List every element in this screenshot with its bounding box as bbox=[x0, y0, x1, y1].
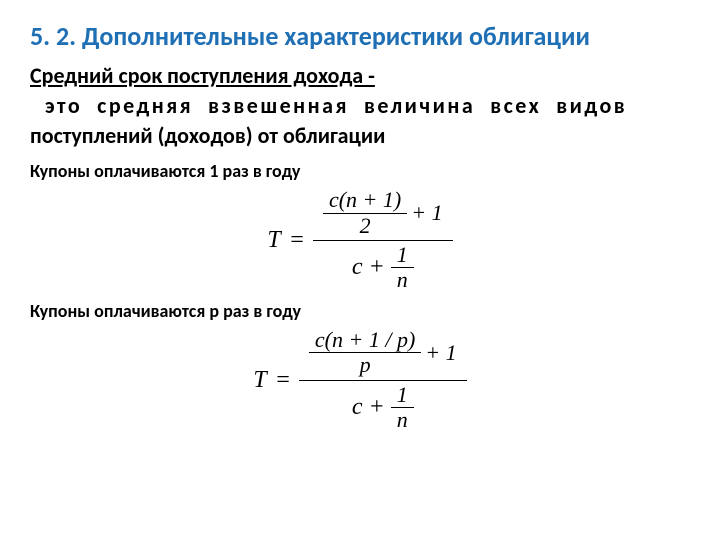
big-fraction: c(n + 1) 2 + 1 c + 1 n bbox=[313, 186, 453, 294]
big-fraction: c(n + 1 / p) p + 1 c + 1 n bbox=[299, 326, 467, 434]
plus-one: + 1 bbox=[411, 200, 442, 226]
coupon-note-2: Купоны оплачиваются р раз в году bbox=[30, 300, 690, 322]
inner-fraction-num: c(n + 1) 2 bbox=[323, 188, 407, 237]
def-word: видов bbox=[556, 92, 627, 119]
formula-lhs: T bbox=[253, 367, 266, 394]
term-heading: Средний срок поступления дохода - bbox=[30, 62, 690, 89]
frac-denominator: 2 bbox=[354, 214, 377, 238]
inner-fraction-num: c(n + 1 / p) p bbox=[309, 328, 421, 377]
plus-one: + 1 bbox=[425, 340, 456, 366]
frac-numerator: c(n + 1) bbox=[323, 188, 407, 212]
formula-eq: = bbox=[275, 367, 291, 394]
section-title: 5. 2. Дополнительные характеристики обли… bbox=[30, 20, 690, 52]
frac-numerator: c(n + 1 / p) bbox=[309, 328, 421, 352]
formula-2: T = c(n + 1 / p) p + 1 c + 1 bbox=[30, 326, 690, 434]
inner-fraction-den: 1 n bbox=[391, 383, 414, 432]
frac-denominator: n bbox=[391, 408, 414, 432]
formula-lhs: T bbox=[267, 227, 280, 254]
def-word: величина bbox=[364, 92, 475, 119]
coupon-note-1: Купоны оплачиваются 1 раз в году bbox=[30, 160, 690, 182]
frac-denominator: n bbox=[391, 268, 414, 292]
frac-numerator: 1 bbox=[391, 243, 414, 267]
den-prefix: c + bbox=[352, 394, 385, 421]
den-prefix: c + bbox=[352, 254, 385, 281]
frac-denominator: p bbox=[354, 353, 377, 377]
def-line2: поступлений (доходов) от облигации bbox=[30, 122, 385, 149]
frac-numerator: 1 bbox=[391, 383, 414, 407]
def-word: всех bbox=[490, 92, 541, 119]
def-word: взвешенная bbox=[208, 92, 349, 119]
term-definition: это средняя взвешенная величина всех вид… bbox=[30, 91, 690, 150]
def-word: средняя bbox=[97, 92, 193, 119]
formula-1: T = c(n + 1) 2 + 1 c + 1 bbox=[30, 186, 690, 294]
formula-eq: = bbox=[289, 227, 305, 254]
inner-fraction-den: 1 n bbox=[391, 243, 414, 292]
def-word: это bbox=[45, 92, 82, 119]
